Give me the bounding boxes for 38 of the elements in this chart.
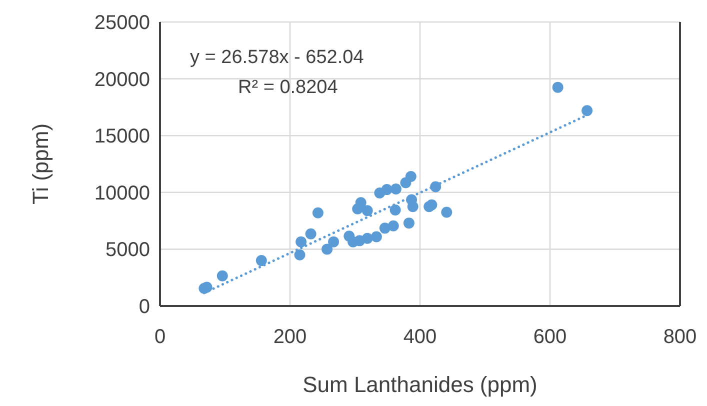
x-tick-label: 800: [663, 326, 697, 348]
point: [582, 105, 593, 116]
point: [426, 199, 438, 210]
point: [312, 207, 324, 218]
y-tick-label: 25000: [94, 12, 150, 34]
y-tick-label: 20000: [94, 68, 150, 91]
point: [362, 232, 373, 244]
point: [216, 270, 228, 282]
point: [441, 206, 452, 218]
point: [552, 82, 564, 93]
point: [305, 228, 316, 240]
point: [294, 249, 306, 260]
point: [390, 204, 401, 216]
y-tick-label: 0: [138, 296, 150, 318]
point: [381, 184, 392, 196]
point: [370, 231, 382, 242]
annotation: R² = 0.8204: [238, 77, 338, 98]
point: [407, 201, 418, 212]
point: [296, 236, 307, 248]
point: [388, 220, 399, 232]
annotation: y = 26.578x - 652.04: [190, 47, 364, 68]
point: [322, 244, 333, 255]
x-axis-title: Sum Lanthanides (ppm): [302, 372, 538, 397]
point: [405, 171, 416, 182]
x-tick-label: 400: [403, 326, 437, 348]
y-tick-label: 15000: [94, 126, 150, 148]
x-tick-label: 600: [533, 326, 567, 348]
point: [362, 205, 373, 216]
y-tick-label: 10000: [94, 182, 150, 204]
y-axis-title: Ti (ppm): [28, 123, 53, 205]
point: [256, 255, 267, 266]
y-tick-label: 5000: [106, 239, 150, 262]
point: [355, 197, 366, 208]
point: [403, 218, 414, 229]
point: [328, 236, 340, 248]
point: [390, 184, 402, 194]
x-tick-label: 200: [273, 326, 307, 348]
x-tick-label: 0: [154, 326, 166, 348]
